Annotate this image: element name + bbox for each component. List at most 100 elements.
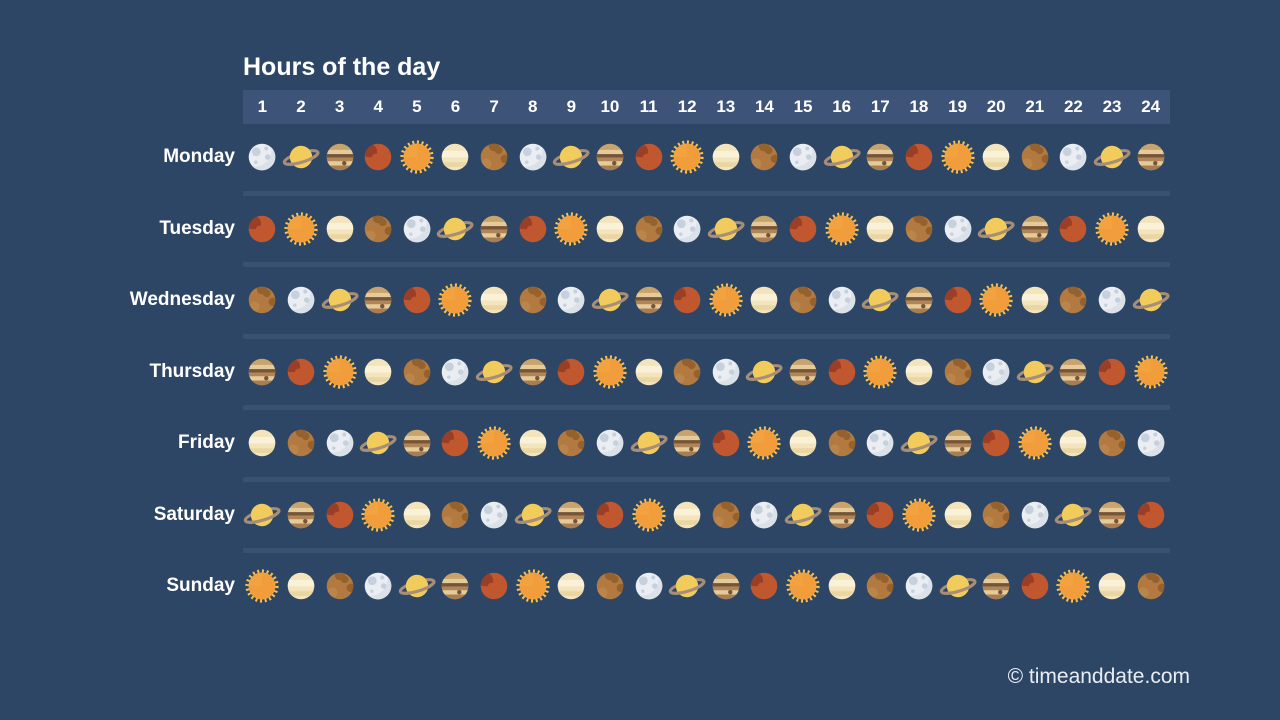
hour-column-label: 16 — [832, 97, 852, 116]
mars-icon — [939, 281, 977, 319]
venus-icon — [784, 424, 822, 462]
planet-hour-cell — [359, 353, 398, 391]
planet-hour-cell — [707, 496, 746, 534]
planet-hour-cell — [784, 567, 823, 605]
planet-hour-cell — [1093, 567, 1132, 605]
mercury-icon — [552, 424, 590, 462]
saturn-icon — [707, 210, 745, 248]
jupiter-icon — [1054, 353, 1092, 391]
planet-hour-cell — [784, 496, 823, 534]
planet-hour-cell — [861, 567, 900, 605]
planet-hour-cell — [1131, 281, 1170, 319]
planet-hour-cell — [745, 353, 784, 391]
planet-hour-cell — [243, 496, 282, 534]
planet-hour-cell — [668, 424, 707, 462]
moon-icon — [243, 138, 281, 176]
planet-hour-cell — [1054, 353, 1093, 391]
row-divider — [243, 262, 1170, 267]
hour-cells — [243, 210, 1170, 248]
planet-hour-cell — [398, 567, 437, 605]
planet-hour-cell — [513, 496, 552, 534]
planet-hour-cell — [282, 353, 321, 391]
planet-hour-cell — [977, 496, 1016, 534]
planet-hour-cell — [243, 138, 282, 176]
planet-hour-cell — [629, 353, 668, 391]
planet-hour-cell — [436, 210, 475, 248]
row-divider — [243, 333, 1170, 339]
venus-icon — [823, 567, 861, 605]
planet-hour-cell — [1054, 567, 1093, 605]
venus-icon — [861, 210, 899, 248]
hour-column-label: 11 — [639, 97, 658, 116]
venus-icon — [1093, 567, 1131, 605]
day-row-monday: Monday — [0, 124, 1170, 191]
planet-hour-cell — [977, 210, 1016, 248]
mercury-icon — [514, 281, 552, 319]
planet-hour-cell — [707, 567, 746, 605]
planet-hour-cell — [977, 567, 1016, 605]
planet-hour-cell — [282, 281, 321, 319]
moon-icon — [436, 353, 474, 391]
planet-hour-cell — [629, 424, 668, 462]
mercury-icon — [243, 281, 281, 319]
hour-column-label: 18 — [909, 97, 929, 116]
planet-hour-cell — [475, 210, 514, 248]
planet-hour-cell — [861, 138, 900, 176]
planet-hour-cell — [243, 353, 282, 391]
moon-icon — [900, 567, 938, 605]
planet-hour-cell — [707, 353, 746, 391]
planet-hour-cell — [707, 138, 746, 176]
mars-icon — [359, 138, 397, 176]
jupiter-icon — [436, 567, 474, 605]
moon-icon — [398, 210, 436, 248]
venus-icon — [243, 424, 281, 462]
mercury-icon — [398, 353, 436, 391]
planet-hour-cell — [668, 210, 707, 248]
venus-icon — [514, 424, 552, 462]
jupiter-icon — [321, 138, 359, 176]
planet-hour-cell — [320, 281, 359, 319]
day-label: Thursday — [149, 360, 235, 382]
planet-hour-cell — [900, 138, 939, 176]
mars-icon — [784, 210, 822, 248]
hour-column-label: 2 — [296, 97, 306, 116]
jupiter-icon — [398, 424, 436, 462]
venus-icon — [630, 353, 668, 391]
mercury-icon — [668, 353, 706, 391]
planet-hour-cell — [900, 210, 939, 248]
planet-hour-cell — [1016, 210, 1055, 248]
moon-icon — [514, 138, 552, 176]
planet-hour-cell — [1054, 496, 1093, 534]
sun-icon — [359, 496, 397, 534]
saturn-icon — [900, 424, 938, 462]
planet-hour-cell — [1093, 496, 1132, 534]
saturn-icon — [591, 281, 629, 319]
planet-hour-cell — [977, 353, 1016, 391]
planet-hour-cell — [1016, 496, 1055, 534]
planet-hour-cell — [591, 567, 630, 605]
planet-hour-cell — [1093, 281, 1132, 319]
venus-icon — [939, 496, 977, 534]
planet-hour-cell — [436, 567, 475, 605]
sun-icon — [321, 353, 359, 391]
planet-hour-cell — [745, 496, 784, 534]
planet-hour-cell — [629, 210, 668, 248]
venus-icon — [475, 281, 513, 319]
mercury-icon — [359, 210, 397, 248]
mercury-icon — [282, 424, 320, 462]
sun-icon — [398, 138, 436, 176]
planet-hour-cell — [320, 567, 359, 605]
planet-hour-cell — [591, 281, 630, 319]
planet-hour-cell — [784, 210, 823, 248]
saturn-icon — [552, 138, 590, 176]
planet-hour-cell — [320, 353, 359, 391]
hour-column-label: 23 — [1102, 97, 1122, 116]
planet-hour-cell — [475, 496, 514, 534]
copyright-text: © timeanddate.com — [1007, 665, 1190, 688]
sun-icon — [1054, 567, 1092, 605]
row-divider — [243, 548, 1170, 553]
planet-hour-cell — [822, 424, 861, 462]
planet-hour-cell — [320, 210, 359, 248]
venus-icon — [359, 353, 397, 391]
saturn-icon — [398, 567, 436, 605]
